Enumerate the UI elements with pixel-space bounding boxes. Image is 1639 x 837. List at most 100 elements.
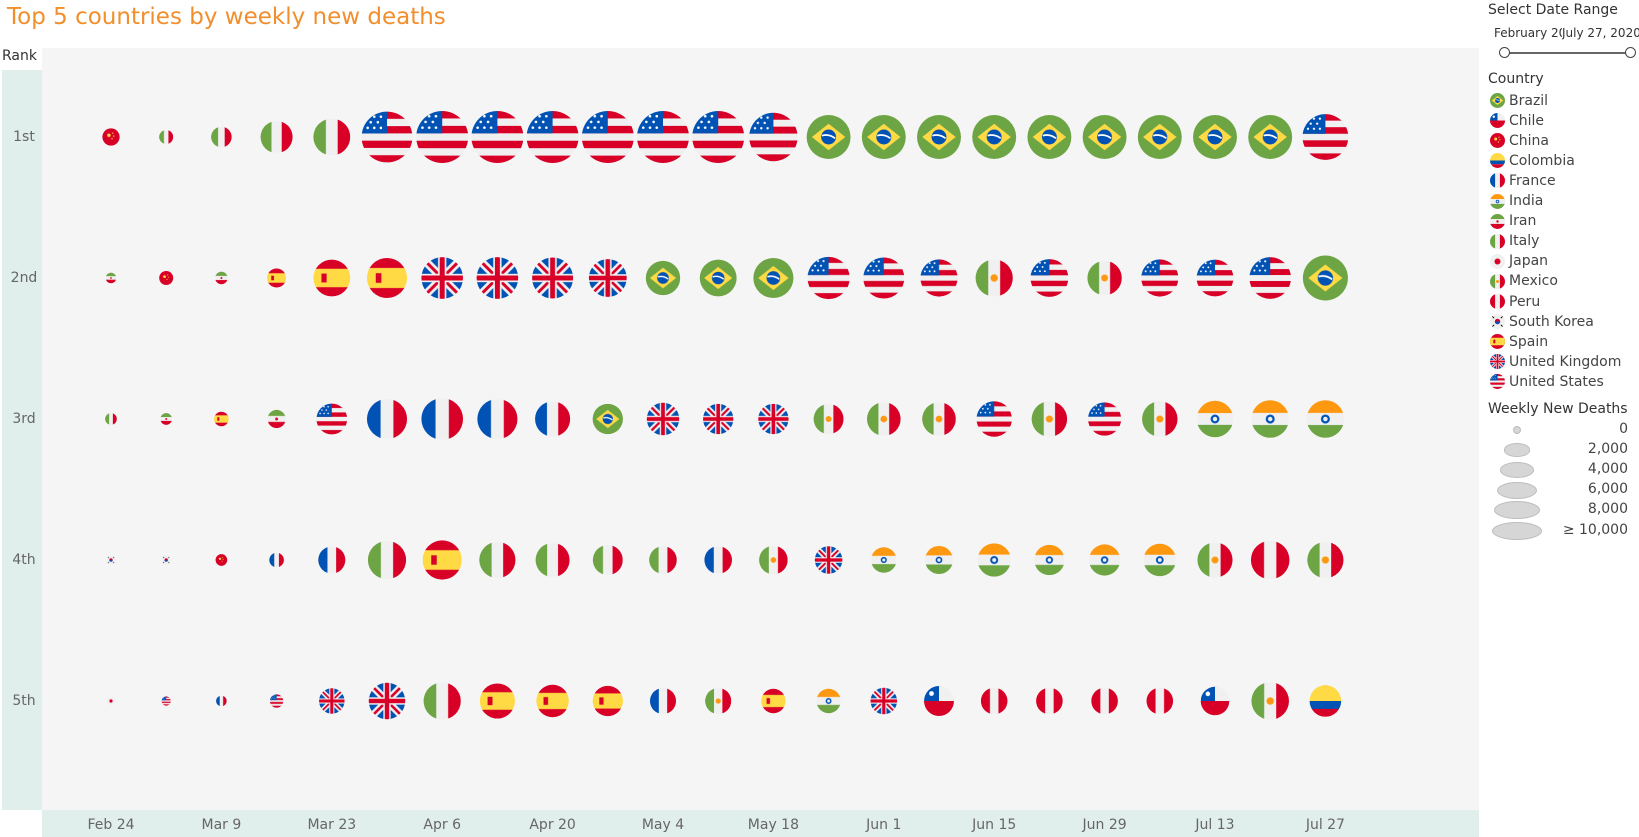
flag-mark-united-states[interactable] xyxy=(976,401,1012,437)
flag-mark-united-states[interactable] xyxy=(269,694,284,708)
flag-mark-united-states[interactable] xyxy=(361,111,413,163)
flag-mark-france[interactable] xyxy=(216,695,227,707)
flag-mark-mexico[interactable] xyxy=(1307,541,1344,579)
country-legend-item[interactable]: United States xyxy=(1490,371,1604,392)
flag-mark-brazil[interactable] xyxy=(592,403,623,435)
flag-mark-india[interactable] xyxy=(1306,400,1345,438)
flag-mark-mexico[interactable] xyxy=(1087,260,1122,296)
flag-mark-mexico[interactable] xyxy=(1197,542,1233,578)
flag-mark-united-kingdom[interactable] xyxy=(758,403,789,435)
flag-mark-spain[interactable] xyxy=(313,259,351,297)
flag-mark-spain[interactable] xyxy=(536,684,569,718)
flag-mark-united-states[interactable] xyxy=(637,111,689,163)
flag-mark-france[interactable] xyxy=(477,398,518,440)
flag-mark-india[interactable] xyxy=(924,545,954,575)
flag-mark-mexico[interactable] xyxy=(1031,401,1068,437)
flag-mark-mexico[interactable] xyxy=(922,402,956,436)
flag-mark-united-states[interactable] xyxy=(1196,259,1234,297)
flag-mark-mexico[interactable] xyxy=(813,404,844,434)
flag-mark-united-kingdom[interactable] xyxy=(703,403,734,435)
flag-mark-iran[interactable] xyxy=(267,409,286,429)
flag-mark-united-kingdom[interactable] xyxy=(368,682,406,720)
flag-mark-china[interactable] xyxy=(215,554,228,566)
country-legend-item[interactable]: Japan xyxy=(1490,251,1548,272)
flag-mark-mexico[interactable] xyxy=(975,259,1013,297)
flag-mark-spain[interactable] xyxy=(592,685,623,717)
flag-mark-brazil[interactable] xyxy=(806,115,851,159)
flag-mark-united-states[interactable] xyxy=(807,256,850,300)
flag-mark-brazil[interactable] xyxy=(699,259,737,297)
date-range-end[interactable]: July 27, 2020 xyxy=(1562,26,1639,40)
flag-mark-india[interactable] xyxy=(871,547,897,573)
flag-mark-mexico[interactable] xyxy=(705,687,732,715)
flag-mark-peru[interactable] xyxy=(1250,540,1290,580)
flag-mark-japan[interactable] xyxy=(106,696,116,706)
flag-mark-brazil[interactable] xyxy=(1137,115,1182,159)
flag-mark-italy[interactable] xyxy=(367,540,407,580)
country-legend-item[interactable]: Chile xyxy=(1490,110,1544,131)
flag-mark-iran[interactable] xyxy=(105,272,117,284)
flag-mark-united-kingdom[interactable] xyxy=(476,257,519,299)
flag-mark-brazil[interactable] xyxy=(861,115,906,159)
flag-mark-spain[interactable] xyxy=(761,688,786,714)
flag-mark-france[interactable] xyxy=(535,401,571,437)
flag-mark-india[interactable] xyxy=(1034,544,1065,576)
country-legend-item[interactable]: Mexico xyxy=(1490,271,1558,292)
date-range-start[interactable]: February 2020 xyxy=(1494,26,1562,40)
flag-mark-peru[interactable] xyxy=(980,687,1008,715)
flag-mark-brazil[interactable] xyxy=(917,115,961,159)
flag-mark-iran[interactable] xyxy=(160,413,173,425)
flag-mark-united-kingdom[interactable] xyxy=(421,257,464,299)
flag-mark-france[interactable] xyxy=(269,552,284,568)
flag-mark-italy[interactable] xyxy=(649,546,677,574)
country-legend-item[interactable]: Spain xyxy=(1490,331,1548,352)
flag-mark-united-kingdom[interactable] xyxy=(319,688,345,714)
flag-mark-india[interactable] xyxy=(1143,543,1177,577)
flag-mark-india[interactable] xyxy=(1251,400,1289,438)
flag-mark-united-kingdom[interactable] xyxy=(532,257,574,299)
flag-mark-brazil[interactable] xyxy=(972,115,1017,159)
flag-mark-colombia[interactable] xyxy=(1309,685,1342,717)
flag-mark-brazil[interactable] xyxy=(1027,115,1072,159)
country-legend-item[interactable]: Brazil xyxy=(1490,90,1548,111)
flag-mark-united-states[interactable] xyxy=(692,111,745,163)
flag-mark-chile[interactable] xyxy=(1200,686,1230,716)
flag-mark-peru[interactable] xyxy=(1146,687,1174,715)
flag-mark-italy[interactable] xyxy=(313,118,351,156)
flag-mark-united-kingdom[interactable] xyxy=(814,546,843,574)
flag-mark-spain[interactable] xyxy=(214,411,229,427)
flag-mark-france[interactable] xyxy=(318,546,346,574)
flag-mark-italy[interactable] xyxy=(479,541,516,579)
flag-mark-united-states[interactable] xyxy=(1302,114,1349,160)
flag-mark-united-kingdom[interactable] xyxy=(646,402,680,436)
country-legend-item[interactable]: Italy xyxy=(1490,231,1539,252)
flag-mark-united-states[interactable] xyxy=(920,259,958,297)
flag-mark-italy[interactable] xyxy=(535,543,570,577)
country-legend-item[interactable]: South Korea xyxy=(1490,311,1594,332)
flag-mark-united-states[interactable] xyxy=(1087,402,1122,436)
country-legend-item[interactable]: China xyxy=(1490,130,1549,151)
flag-mark-mexico[interactable] xyxy=(1251,682,1289,720)
flag-mark-italy[interactable] xyxy=(159,130,174,144)
country-legend-item[interactable]: Colombia xyxy=(1490,150,1575,171)
flag-mark-south-korea[interactable] xyxy=(161,555,171,565)
flag-mark-iran[interactable] xyxy=(215,271,228,285)
flag-mark-united-states[interactable] xyxy=(1249,257,1292,299)
flag-mark-south-korea[interactable] xyxy=(106,555,116,565)
flag-mark-spain[interactable] xyxy=(366,257,408,299)
flag-mark-peru[interactable] xyxy=(1036,687,1063,715)
flag-mark-united-states[interactable] xyxy=(581,111,634,163)
flag-mark-united-states[interactable] xyxy=(1030,259,1069,297)
flag-mark-spain[interactable] xyxy=(267,268,287,288)
flag-mark-brazil[interactable] xyxy=(1248,115,1293,159)
flag-mark-india[interactable] xyxy=(1196,400,1234,438)
flag-mark-brazil[interactable] xyxy=(1082,115,1127,159)
flag-mark-france[interactable] xyxy=(366,398,408,440)
flag-mark-united-states[interactable] xyxy=(316,403,348,435)
flag-mark-india[interactable] xyxy=(1089,544,1121,576)
country-legend-item[interactable]: India xyxy=(1490,191,1543,212)
flag-mark-china[interactable] xyxy=(159,271,174,285)
flag-mark-india[interactable] xyxy=(977,543,1011,577)
country-legend-item[interactable]: France xyxy=(1490,170,1556,191)
flag-mark-brazil[interactable] xyxy=(1302,255,1348,301)
